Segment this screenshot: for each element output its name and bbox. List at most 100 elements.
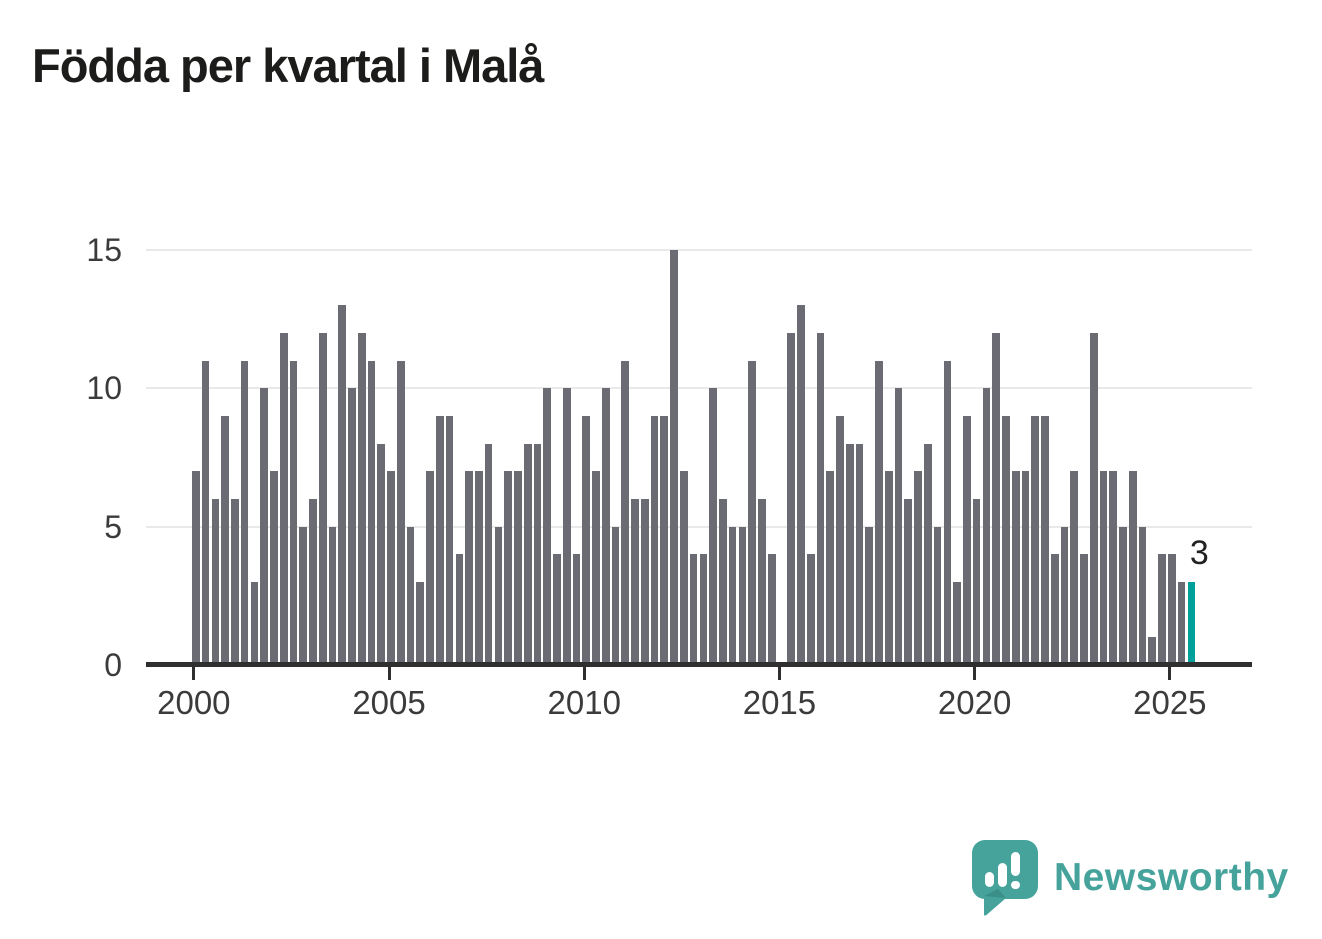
y-tick-label-0: 0: [104, 647, 122, 683]
bar: [553, 554, 561, 665]
y-tick-label-10: 10: [86, 370, 122, 407]
bar: [445, 415, 454, 665]
y-tick-label-5: 5: [104, 508, 122, 545]
bar: [1060, 526, 1069, 665]
bar: [1021, 471, 1030, 665]
bar: [1099, 471, 1108, 665]
bar: [1070, 471, 1079, 665]
bar: [650, 415, 659, 665]
bar: [338, 305, 347, 665]
bar: [1128, 471, 1137, 665]
bar: [416, 581, 425, 665]
bar: [270, 471, 278, 665]
bar: [953, 581, 961, 665]
bar: [738, 526, 747, 665]
x-tick-label-2000: 2000: [157, 684, 231, 721]
bar: [884, 471, 893, 665]
x-tick-2015: [777, 667, 781, 680]
bar: [894, 388, 903, 665]
bar: [699, 554, 708, 665]
bar: [797, 305, 805, 665]
bar: [592, 471, 600, 665]
bar: [758, 498, 766, 665]
bar: [1158, 554, 1166, 665]
gridline-10: [146, 387, 1252, 390]
chart-title: Födda per kvartal i Malå: [32, 39, 544, 92]
bar: [924, 443, 932, 665]
bar: [514, 471, 522, 665]
bar: [972, 498, 981, 665]
x-tick-2005: [387, 667, 391, 680]
bar: [621, 360, 630, 665]
bar: [748, 360, 756, 665]
bar: [260, 388, 268, 665]
bar: [377, 443, 386, 665]
bar: [494, 526, 503, 665]
x-tick-label-2015: 2015: [742, 684, 817, 721]
bar: [836, 415, 844, 665]
bar: [231, 498, 239, 665]
bar: [631, 498, 639, 665]
bar: [845, 443, 854, 665]
bar: [1138, 526, 1147, 665]
bar: [201, 360, 210, 665]
bar: [523, 443, 532, 665]
bar: [1177, 581, 1186, 665]
bar: [640, 498, 649, 665]
x-tick-label-2005: 2005: [352, 684, 426, 721]
bar: [709, 388, 717, 665]
bar: [1031, 415, 1040, 665]
x-tick-label-2025: 2025: [1133, 684, 1207, 721]
bar: [875, 360, 883, 665]
bar: [914, 471, 922, 665]
bar: [680, 471, 688, 665]
bar: [572, 554, 581, 665]
bar: [963, 415, 971, 665]
x-tick-2010: [582, 667, 586, 680]
bar: [1002, 415, 1010, 665]
bar: [289, 360, 298, 665]
bar: [719, 498, 727, 665]
bar: [533, 443, 542, 665]
bar: [426, 471, 434, 665]
x-tick-label-2010: 2010: [547, 684, 621, 721]
bar: [816, 332, 825, 665]
bar: [396, 360, 405, 665]
bar: [1109, 471, 1118, 665]
x-tick-label-2020: 2020: [937, 684, 1012, 721]
bar: [455, 554, 464, 665]
bar: [933, 526, 942, 665]
bar: [475, 471, 483, 665]
newsworthy-wordmark: Newsworthy: [1054, 856, 1289, 899]
bar: [865, 526, 874, 665]
x-tick-2020: [973, 667, 977, 680]
bar: [250, 581, 259, 665]
bar: [855, 443, 864, 665]
bar: [1011, 471, 1020, 665]
bar: [1148, 637, 1157, 665]
bar: [279, 332, 288, 665]
y-tick-label-15: 15: [86, 231, 122, 268]
bar: [806, 554, 815, 665]
bar: [406, 526, 415, 665]
bar: [767, 554, 776, 665]
bar: [826, 471, 835, 665]
bar: [192, 471, 200, 665]
newsworthy-logo: Newsworthy: [972, 840, 1289, 916]
bar: [670, 249, 678, 665]
bar: [1168, 554, 1176, 665]
bar: [904, 498, 913, 665]
bar: [982, 388, 991, 665]
x-tick-2000: [192, 667, 196, 680]
bar: [562, 388, 571, 665]
bar: [328, 526, 337, 665]
bar: [504, 471, 512, 665]
bar: [1080, 554, 1088, 665]
bar: [318, 332, 327, 665]
bar: [992, 332, 1000, 665]
bar: [309, 498, 317, 665]
bar: [943, 360, 952, 665]
bar: [299, 526, 308, 665]
